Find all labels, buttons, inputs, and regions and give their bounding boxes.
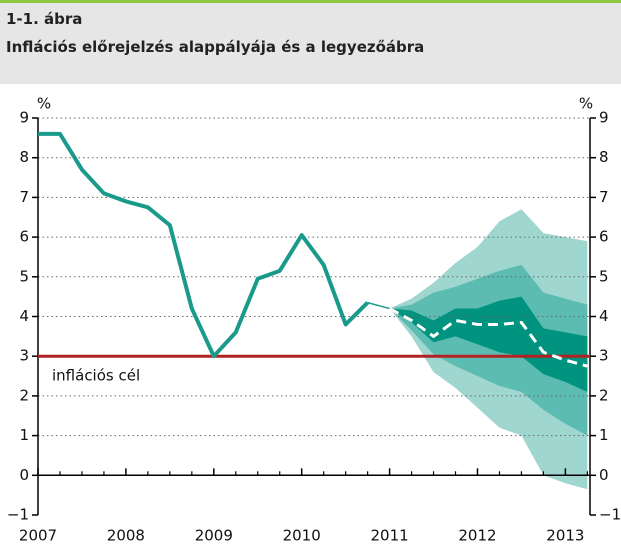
fan-band <box>389 296 588 392</box>
y-tick-label: 8 <box>599 148 609 166</box>
fan-band <box>389 264 588 436</box>
y-tick-label: 5 <box>19 267 29 285</box>
y-tick-label: 2 <box>599 386 609 404</box>
y-tick-label: 7 <box>19 188 29 206</box>
y-tick-label: 2 <box>19 386 29 404</box>
y-tick-label: 3 <box>19 347 29 365</box>
y-unit: % <box>37 95 51 113</box>
y-tick-label: 5 <box>599 267 609 285</box>
y-tick-label: −1 <box>599 506 621 524</box>
x-tick-label: 2012 <box>458 527 496 545</box>
y-tick-label: −1 <box>7 506 29 524</box>
chart-title: Inflációs előrejelzés alappályája és a l… <box>6 38 425 56</box>
y-tick-label: 4 <box>599 307 609 325</box>
y-tick-label: 7 <box>599 188 609 206</box>
y-tick-label: 6 <box>599 228 609 246</box>
y-tick-label: 1 <box>599 426 609 444</box>
x-tick-label: 2007 <box>19 527 57 545</box>
header: 1-1. ábra Inflációs előrejelzés alappály… <box>0 0 621 84</box>
x-tick-label: 2009 <box>195 527 233 545</box>
y-tick-label: 0 <box>599 466 609 484</box>
y-unit: % <box>579 95 593 113</box>
line-series <box>367 301 390 310</box>
x-tick-label: 2010 <box>283 527 321 545</box>
y-tick-label: 0 <box>19 466 29 484</box>
y-tick-label: 6 <box>19 228 29 246</box>
x-tick-label: 2008 <box>107 527 145 545</box>
line-series <box>388 307 588 368</box>
y-tick-label: 4 <box>19 307 29 325</box>
y-tick-label: 8 <box>19 148 29 166</box>
y-tick-label: 9 <box>599 109 609 127</box>
figure-label: 1-1. ábra <box>6 10 83 28</box>
annotation: inflációs cél <box>52 367 140 385</box>
y-tick-label: 1 <box>19 426 29 444</box>
y-tick-label: 3 <box>599 347 609 365</box>
x-tick-label: 2013 <box>546 527 584 545</box>
y-tick-label: 9 <box>19 109 29 127</box>
x-tick-label: 2011 <box>370 527 408 545</box>
line-series <box>38 131 370 359</box>
